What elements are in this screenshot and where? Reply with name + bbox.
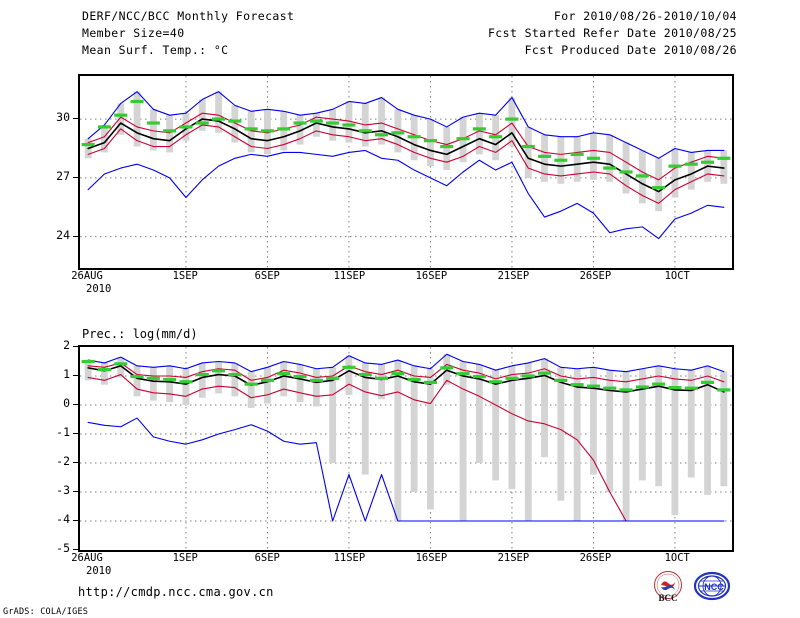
y-axis-tick-label: 27: [56, 168, 70, 183]
svg-text:NCC: NCC: [704, 582, 724, 592]
temperature-chart-panel: [78, 74, 734, 270]
y-axis-tick-mark: [73, 375, 78, 376]
x-axis-year-label: 2010: [86, 565, 112, 577]
y-axis-tick-label: 0: [63, 396, 70, 410]
x-axis-tick-label: 11SEP: [333, 270, 366, 282]
bcc-logo: BCC: [648, 570, 688, 606]
x-axis-tick-label: 16SEP: [415, 270, 448, 282]
y-axis-tick-mark: [73, 176, 78, 178]
ncc-logo: NCC: [692, 570, 732, 606]
forecast-period-label: For 2010/08/26-2010/10/04: [553, 9, 737, 23]
y-axis-tick-mark: [73, 433, 78, 434]
y-axis-tick-label: -1: [56, 425, 70, 439]
x-axis-tick-label: 21SEP: [497, 270, 530, 282]
y-axis-tick-label: -5: [56, 541, 70, 555]
y-axis-tick-mark: [73, 235, 78, 237]
y-axis-tick-mark: [73, 346, 78, 347]
precipitation-plot-area: [80, 347, 732, 550]
x-axis-tick-label: 1SEP: [172, 552, 198, 564]
y-axis-tick-mark: [73, 491, 78, 492]
grads-credit-label: GrADS: COLA/IGES: [3, 607, 89, 617]
x-axis-year-label: 2010: [86, 283, 112, 295]
temp-variable-label: Mean Surf. Temp.: °C: [82, 43, 229, 57]
y-axis-tick-mark: [73, 549, 78, 550]
forecast-produced-date-label: Fcst Produced Date 2010/08/26: [524, 43, 737, 57]
x-axis-tick-label: 6SEP: [254, 552, 280, 564]
y-axis-tick-mark: [73, 404, 78, 405]
forecast-title: DERF/NCC/BCC Monthly Forecast: [82, 9, 295, 23]
y-axis-tick-label: -3: [56, 483, 70, 497]
cmdp-url-link[interactable]: http://cmdp.ncc.cma.gov.cn: [78, 585, 274, 599]
member-size-label: Member Size=40: [82, 26, 185, 40]
temperature-plot-area: [80, 76, 732, 268]
x-axis-tick-label: 21SEP: [497, 552, 530, 564]
x-axis-tick-label: 26AUG: [71, 270, 103, 282]
x-axis-tick-label: 6SEP: [254, 270, 280, 282]
y-axis-tick-label: 1: [63, 367, 70, 381]
x-axis-tick-label: 1OCT: [664, 270, 690, 282]
x-axis-tick-label: 11SEP: [333, 552, 366, 564]
y-axis-tick-label: 30: [56, 110, 70, 125]
precipitation-variable-label: Prec.: log(mm/d): [82, 327, 198, 341]
precipitation-chart-panel: [78, 345, 734, 552]
y-axis-tick-mark: [73, 118, 78, 120]
y-axis-tick-label: 24: [56, 227, 70, 242]
y-axis-tick-label: 2: [63, 338, 70, 352]
x-axis-tick-label: 16SEP: [415, 552, 448, 564]
y-axis-tick-mark: [73, 462, 78, 463]
forecast-start-date-label: Fcst Started Refer Date 2010/08/25: [487, 26, 737, 40]
y-axis-tick-label: -2: [56, 454, 70, 468]
x-axis-tick-label: 26SEP: [579, 552, 612, 564]
x-axis-tick-label: 26AUG: [71, 552, 103, 564]
x-axis-tick-label: 1SEP: [172, 270, 198, 282]
x-axis-tick-label: 26SEP: [579, 270, 612, 282]
y-axis-tick-mark: [73, 520, 78, 521]
x-axis-tick-label: 1OCT: [664, 552, 690, 564]
svg-text:BCC: BCC: [658, 593, 677, 603]
y-axis-tick-label: -4: [56, 512, 70, 526]
